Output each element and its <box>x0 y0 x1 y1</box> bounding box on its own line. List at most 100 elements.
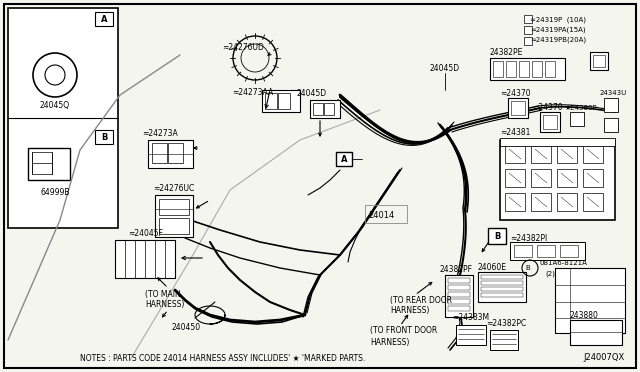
Bar <box>531 145 551 163</box>
Bar <box>510 242 585 260</box>
Text: ≂24319PA(15A): ≂24319PA(15A) <box>530 27 586 33</box>
Bar <box>488 228 506 244</box>
Text: ≂24319PB(20A): ≂24319PB(20A) <box>530 37 586 43</box>
Bar <box>313 103 323 115</box>
Bar <box>159 218 189 234</box>
Text: 24014: 24014 <box>368 211 394 219</box>
Text: J24007QX: J24007QX <box>584 353 625 362</box>
Bar <box>500 138 615 146</box>
Text: A: A <box>100 15 108 23</box>
Text: HARNESS): HARNESS) <box>145 301 184 310</box>
Text: A: A <box>340 154 348 164</box>
Bar <box>448 285 470 290</box>
Bar <box>278 93 290 109</box>
Text: ≂24319P  (10A): ≂24319P (10A) <box>530 17 586 23</box>
Text: 24045D: 24045D <box>430 64 460 73</box>
Text: NOTES : PARTS CODE 24014 HARNESS ASSY INCLUDES' ★ 'MARKED PARTS.: NOTES : PARTS CODE 24014 HARNESS ASSY IN… <box>80 353 365 362</box>
Bar <box>545 61 555 77</box>
Bar <box>583 145 603 163</box>
Text: (TO FRONT DOOR: (TO FRONT DOOR <box>370 326 437 334</box>
Text: 64999B: 64999B <box>40 187 70 196</box>
Bar <box>448 292 470 297</box>
Bar <box>508 98 528 118</box>
Text: 24045Q: 24045Q <box>40 100 70 109</box>
Bar <box>560 245 578 257</box>
Bar <box>8 8 118 228</box>
Text: ≂24370: ≂24370 <box>532 103 563 112</box>
Bar <box>537 245 555 257</box>
Bar <box>265 93 277 109</box>
Bar <box>155 195 193 237</box>
Bar <box>310 100 340 118</box>
Text: B: B <box>494 231 500 241</box>
Text: B: B <box>525 265 531 271</box>
Bar <box>481 275 523 279</box>
Text: 081A6-8121A: 081A6-8121A <box>540 260 588 266</box>
Text: ≂24276UD: ≂24276UD <box>222 42 264 51</box>
Bar <box>505 169 525 187</box>
Text: ★E4380P: ★E4380P <box>565 105 598 111</box>
Bar <box>95 130 113 144</box>
Text: 24382PE: 24382PE <box>490 48 524 57</box>
Bar <box>583 193 603 211</box>
Bar <box>324 103 334 115</box>
Bar <box>448 306 470 311</box>
Text: HARNESS): HARNESS) <box>390 305 429 314</box>
Text: ≂24045F: ≂24045F <box>128 228 163 237</box>
Bar <box>511 101 525 115</box>
Bar <box>583 169 603 187</box>
Bar <box>604 98 618 112</box>
Bar <box>481 293 523 297</box>
Bar <box>519 61 529 77</box>
Bar <box>540 112 560 132</box>
Text: ≂24370: ≂24370 <box>500 89 531 97</box>
Bar <box>115 240 175 278</box>
Bar <box>524 15 532 23</box>
Bar <box>570 112 584 126</box>
Text: 243880: 243880 <box>570 311 599 320</box>
Bar <box>532 61 542 77</box>
Bar <box>570 320 622 345</box>
Bar <box>557 193 577 211</box>
Bar <box>456 325 486 345</box>
Text: HARNESS): HARNESS) <box>370 337 410 346</box>
Bar <box>593 55 605 67</box>
Text: (TO REAR DOOR: (TO REAR DOOR <box>390 295 452 305</box>
Text: 24382PF: 24382PF <box>440 266 473 275</box>
Bar <box>481 281 523 285</box>
Bar <box>500 140 615 220</box>
Bar <box>557 169 577 187</box>
Text: B: B <box>101 132 107 141</box>
Bar <box>543 115 557 129</box>
Bar <box>531 169 551 187</box>
Bar <box>531 193 551 211</box>
Bar <box>524 26 532 34</box>
Bar <box>152 143 167 163</box>
Bar <box>445 275 473 317</box>
Bar <box>590 52 608 70</box>
Bar <box>448 278 470 283</box>
Bar <box>478 272 526 302</box>
Text: ≂24383M: ≂24383M <box>452 314 489 323</box>
Bar <box>514 245 532 257</box>
Text: (TO MAIN: (TO MAIN <box>145 291 180 299</box>
Text: ≂24273AA: ≂24273AA <box>232 87 273 96</box>
Bar <box>506 61 516 77</box>
Bar <box>557 145 577 163</box>
Text: 24045D: 24045D <box>297 89 327 97</box>
Text: ≂24273A: ≂24273A <box>142 128 178 138</box>
Text: 240450: 240450 <box>172 324 201 333</box>
Text: 24060E: 24060E <box>478 263 507 272</box>
Bar <box>448 299 470 304</box>
Bar <box>32 152 52 174</box>
Text: ≂24276UC: ≂24276UC <box>153 183 195 192</box>
Bar <box>555 268 625 333</box>
Bar <box>28 148 70 180</box>
Text: ≂24382PI: ≂24382PI <box>510 234 547 243</box>
Bar <box>95 12 113 26</box>
Text: (2): (2) <box>545 271 555 277</box>
Bar <box>336 152 352 166</box>
Bar <box>493 61 503 77</box>
Bar <box>604 118 618 132</box>
Bar <box>505 193 525 211</box>
